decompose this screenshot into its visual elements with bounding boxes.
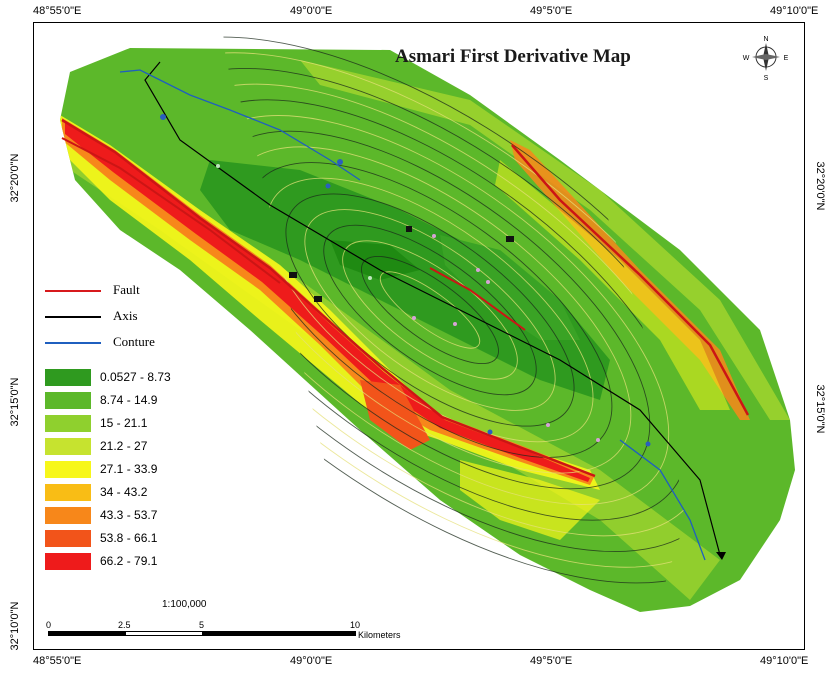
class-swatch <box>45 438 91 455</box>
class-row: 0.0527 - 8.73 <box>45 369 245 389</box>
map-title: Asmari First Derivative Map <box>395 46 631 67</box>
coord-top-4: 49°10'0"E <box>770 5 819 17</box>
legend-fault-label: Fault <box>113 282 140 297</box>
coord-left-3: 32°10'0"N <box>9 601 21 651</box>
legend-conture-label: Conture <box>113 334 155 349</box>
contour-line <box>323 224 537 396</box>
contour-line <box>304 209 556 411</box>
coord-right-1: 32°20'0"N <box>814 161 826 211</box>
hot-zone-ne-yellow <box>495 160 730 410</box>
legend-conture: Conture <box>45 334 225 352</box>
coord-bottom-4: 49°10'0"E <box>760 655 809 667</box>
anticline-core-east <box>440 235 580 340</box>
class-row: 8.74 - 14.9 <box>45 392 245 412</box>
class-swatch <box>45 461 91 478</box>
class-swatch <box>45 530 91 547</box>
class-row: 66.2 - 79.1 <box>45 553 245 573</box>
svg-text:W: W <box>743 55 750 62</box>
scale-unit: Kilometers <box>358 630 401 640</box>
class-label: 43.3 - 53.7 <box>100 508 158 522</box>
coord-bottom-1: 48°55'0"E <box>33 655 82 667</box>
axis-swatch <box>45 316 101 318</box>
hot-zone-se <box>460 460 600 540</box>
fault-line-sw <box>61 118 596 478</box>
scale-bar <box>48 631 356 636</box>
class-row: 27.1 - 33.9 <box>45 461 245 481</box>
scale-tick-1: 2.5 <box>118 620 131 630</box>
coord-top-1: 48°55'0"E <box>33 5 82 17</box>
blue-contour-line <box>119 69 361 181</box>
svg-text:N: N <box>763 36 768 43</box>
class-swatch <box>45 553 91 570</box>
class-label: 34 - 43.2 <box>100 485 148 499</box>
class-row: 34 - 43.2 <box>45 484 245 504</box>
scale-ratio: 1:100,000 <box>162 599 207 610</box>
coord-top-2: 49°0'0"E <box>290 5 333 17</box>
fault-swatch <box>45 290 101 292</box>
class-swatch <box>45 392 91 409</box>
coord-right-2: 32°15'0"N <box>814 384 826 434</box>
coord-top-3: 49°5'0"E <box>530 5 573 17</box>
class-label: 53.8 - 66.1 <box>100 531 158 545</box>
class-swatch <box>45 415 91 432</box>
class-swatch <box>45 507 91 524</box>
coord-bottom-3: 49°5'0"E <box>530 655 573 667</box>
fault-line-center <box>429 267 526 331</box>
class-label: 21.2 - 27 <box>100 439 148 453</box>
coord-left-1: 32°20'0"N <box>9 153 21 203</box>
scale-tick-3: 10 <box>350 620 361 630</box>
anticline-core-inner <box>330 240 420 280</box>
hot-zone-sw <box>60 115 600 490</box>
fault-line-ne <box>511 144 750 416</box>
hot-zone-sw-red <box>65 122 590 482</box>
contour-line <box>361 255 499 365</box>
fault-line-sw-2 <box>61 137 281 284</box>
map-frame <box>33 22 805 650</box>
class-label: 0.0527 - 8.73 <box>100 370 171 384</box>
class-row: 53.8 - 66.1 <box>45 530 245 550</box>
coord-left-2: 32°15'0"N <box>9 377 21 427</box>
contour-line <box>266 177 594 443</box>
anticline-core <box>200 160 610 400</box>
axis-line <box>144 61 721 556</box>
scale-tick-2: 5 <box>199 620 205 630</box>
conture-swatch <box>45 342 101 344</box>
class-label: 66.2 - 79.1 <box>100 554 158 568</box>
class-row: 15 - 21.1 <box>45 415 245 435</box>
legend-axis-label: Axis <box>113 308 138 323</box>
axis-arrow-icon <box>716 552 726 560</box>
hot-zone-sw-low <box>360 380 430 450</box>
contour-line <box>285 193 575 427</box>
compass-rose-icon: N S E W <box>743 36 789 82</box>
contour-line <box>379 271 481 349</box>
scale-bar-segment <box>49 632 126 635</box>
legend-axis: Axis <box>45 308 225 326</box>
scale-tick-0: 0 <box>46 620 52 630</box>
class-label: 27.1 - 33.9 <box>100 462 158 476</box>
class-label: 15 - 21.1 <box>100 416 148 430</box>
svg-text:S: S <box>764 75 769 82</box>
coord-bottom-2: 49°0'0"E <box>290 655 333 667</box>
class-swatch <box>45 369 91 386</box>
class-label: 8.74 - 14.9 <box>100 393 158 407</box>
well-markers <box>160 114 651 447</box>
legend-fault: Fault <box>45 282 225 300</box>
class-row: 21.2 - 27 <box>45 438 245 458</box>
class-row: 43.3 - 53.7 <box>45 507 245 527</box>
contour-line <box>342 240 518 380</box>
svg-text:E: E <box>784 55 789 62</box>
blue-contour-line-2 <box>619 439 706 561</box>
scale-bar-segment <box>202 632 355 635</box>
class-swatch <box>45 484 91 501</box>
